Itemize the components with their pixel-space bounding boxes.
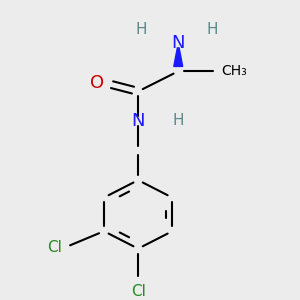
- Text: Cl: Cl: [131, 284, 146, 298]
- Text: H: H: [206, 22, 218, 37]
- Text: O: O: [90, 74, 104, 92]
- Text: N: N: [172, 34, 185, 52]
- Text: CH₃: CH₃: [221, 64, 247, 78]
- Text: H: H: [136, 22, 147, 37]
- Text: N: N: [131, 112, 145, 130]
- Text: Cl: Cl: [47, 240, 62, 255]
- Text: H: H: [172, 113, 184, 128]
- Polygon shape: [174, 48, 183, 66]
